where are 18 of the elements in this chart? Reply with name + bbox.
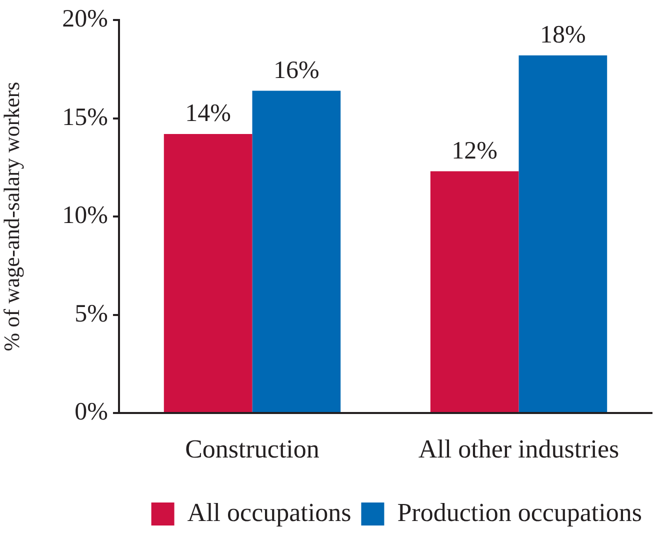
bar bbox=[518, 55, 608, 412]
bar bbox=[430, 171, 519, 412]
y-tick-label: 15% bbox=[62, 104, 108, 131]
legend-label: All occupations bbox=[187, 498, 352, 527]
bar bbox=[252, 90, 341, 412]
data-label: 16% bbox=[274, 56, 320, 84]
legend-label: Production occupations bbox=[397, 498, 642, 527]
y-tick-label: 20% bbox=[62, 6, 108, 33]
data-label: 12% bbox=[452, 137, 498, 164]
bar bbox=[164, 134, 252, 412]
y-tick-label: 0% bbox=[74, 398, 108, 426]
y-axis-title: % of wage-and-salary workers bbox=[0, 82, 24, 352]
x-tick-label: All other industries bbox=[418, 434, 620, 464]
data-label: 14% bbox=[185, 100, 231, 128]
x-tick-label: Construction bbox=[185, 434, 320, 464]
y-tick-label: 5% bbox=[74, 300, 108, 328]
data-label: 18% bbox=[540, 21, 586, 48]
y-tick-label: 10% bbox=[62, 202, 108, 230]
